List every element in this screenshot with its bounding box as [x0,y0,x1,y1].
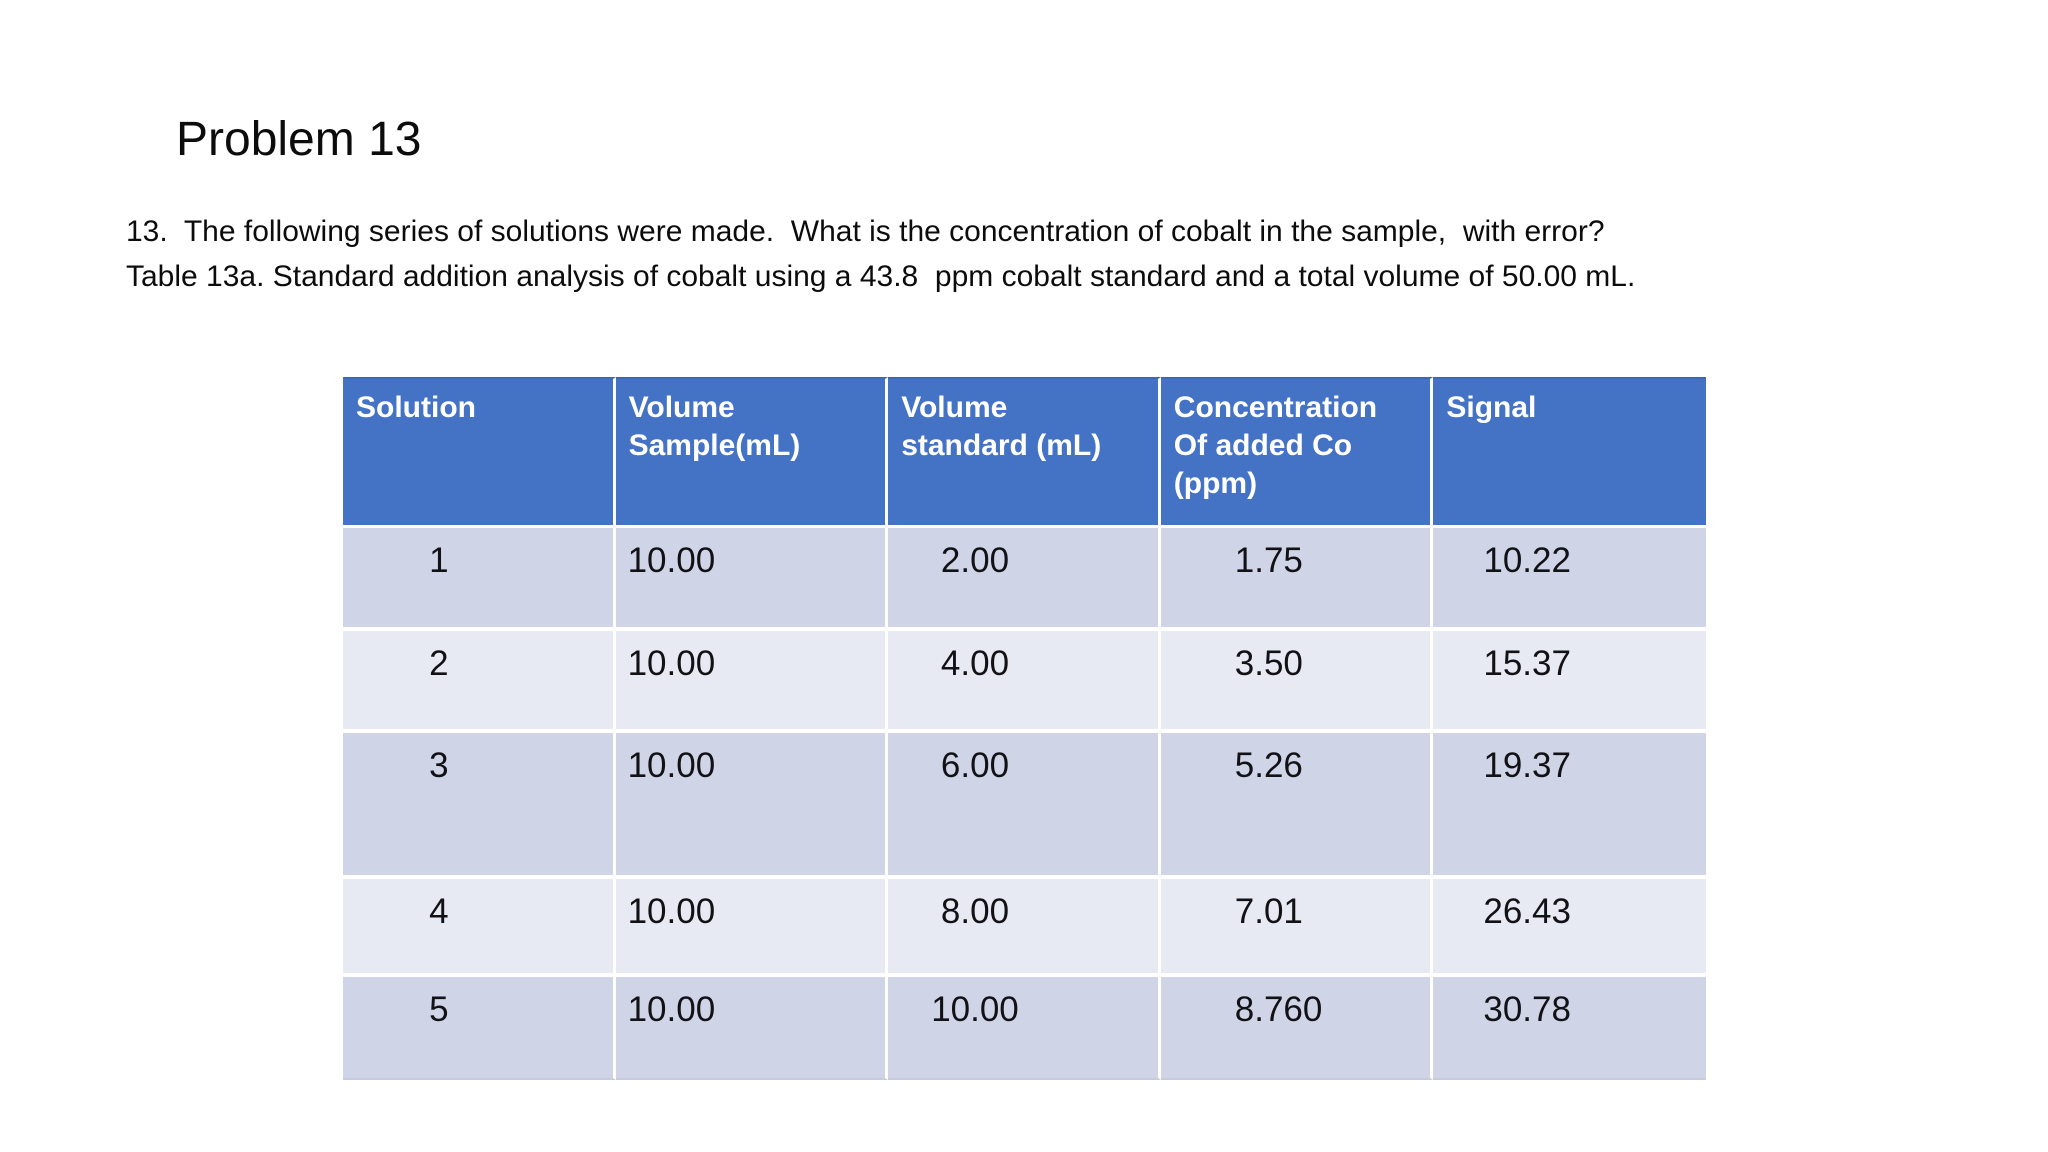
cell-volume-sample: 10.00 [615,977,889,1080]
cell-volume-sample: 10.00 [615,733,889,879]
table-row: 2 10.00 4.00 3.50 15.37 [343,631,1706,733]
standard-addition-table: Solution Volume Sample(mL) Volume standa… [343,377,1706,1080]
table-header-row: Solution Volume Sample(mL) Volume standa… [343,377,1706,528]
cell-volume-standard: 10.00 [888,977,1161,1080]
cell-solution: 2 [343,631,616,733]
cell-signal: 30.78 [1433,977,1706,1080]
column-header-concentration: Concentration Of added Co (ppm) [1160,377,1434,528]
cell-conc-added: 7.01 [1160,879,1434,977]
table-row: 5 10.00 10.00 8.760 30.78 [343,977,1706,1080]
cell-signal: 15.37 [1433,631,1706,733]
cell-signal: 10.22 [1433,528,1706,631]
column-header-signal: Signal [1433,377,1706,528]
table-row: 4 10.00 8.00 7.01 26.43 [343,879,1706,977]
cell-solution: 4 [343,879,616,977]
cell-volume-standard: 8.00 [888,879,1161,977]
table-row: 1 10.00 2.00 1.75 10.22 [343,528,1706,631]
problem-statement-line-1: 13. The following series of solutions we… [126,215,1605,248]
cell-conc-added: 3.50 [1160,631,1434,733]
problem-statement-line-2: Table 13a. Standard addition analysis of… [126,260,1636,293]
cell-conc-added: 8.760 [1160,977,1434,1080]
cell-solution: 5 [343,977,616,1080]
cell-solution: 3 [343,733,616,879]
cell-volume-standard: 2.00 [888,528,1161,631]
cell-conc-added: 5.26 [1160,733,1434,879]
cell-volume-sample: 10.00 [615,879,889,977]
cell-conc-added: 1.75 [1160,528,1434,631]
cell-signal: 26.43 [1433,879,1706,977]
cell-volume-sample: 10.00 [615,528,889,631]
cell-volume-standard: 4.00 [888,631,1161,733]
cell-signal: 19.37 [1433,733,1706,879]
cell-volume-sample: 10.00 [615,631,889,733]
cell-volume-standard: 6.00 [888,733,1161,879]
slide-title: Problem 13 [176,113,422,166]
column-header-volume-sample: Volume Sample(mL) [615,377,889,528]
column-header-solution: Solution [343,377,616,528]
problem-statement: 13. The following series of solutions we… [126,209,1966,299]
column-header-volume-standard: Volume standard (mL) [888,377,1161,528]
cell-solution: 1 [343,528,616,631]
table-row: 3 10.00 6.00 5.26 19.37 [343,733,1706,879]
